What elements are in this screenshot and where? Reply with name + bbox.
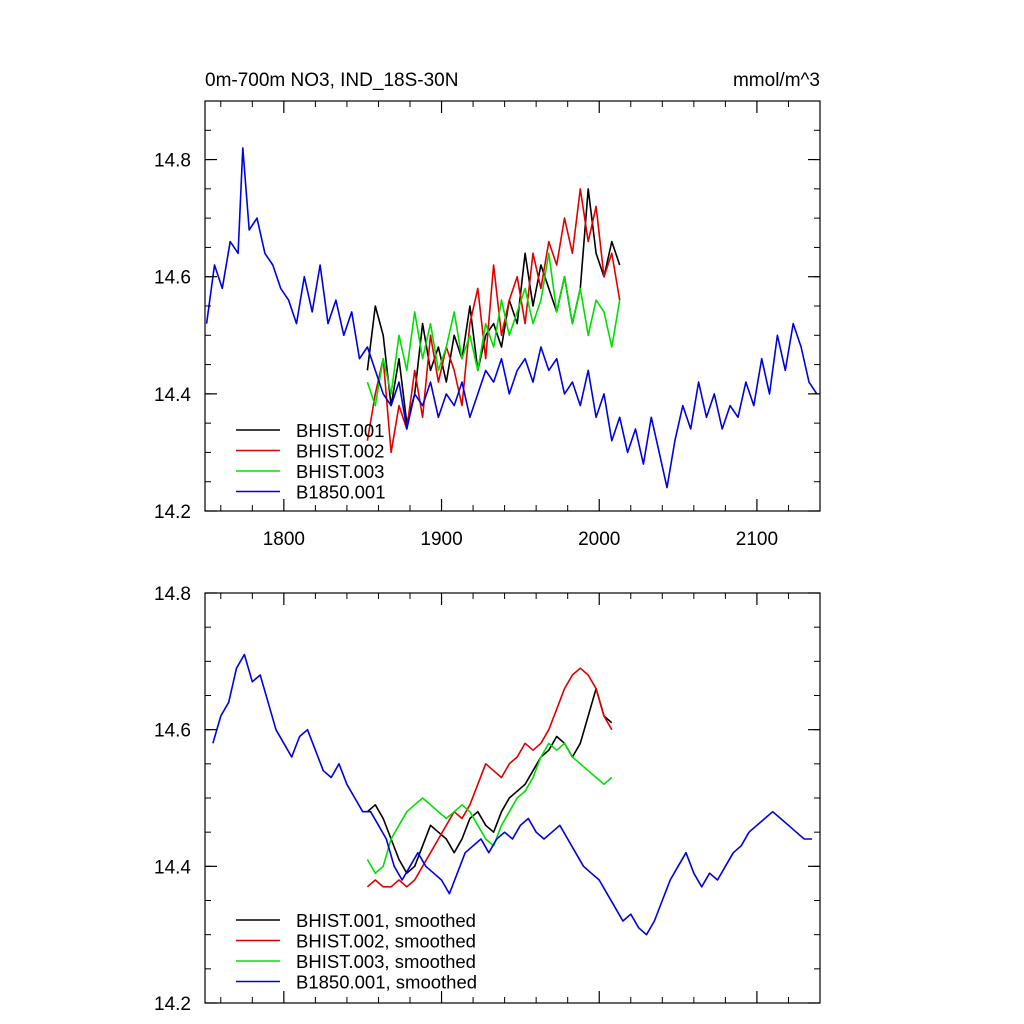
x-tick-label: 2100 — [736, 529, 778, 550]
legend-label: BHIST.001, smoothed — [296, 910, 476, 931]
x-tick-label: 1900 — [420, 529, 462, 550]
legend-label: B1850.001, smoothed — [296, 972, 477, 993]
y-tick-label: 14.4 — [154, 385, 191, 406]
y-tick-label: 14.6 — [154, 268, 191, 289]
x-tick-label: 2000 — [578, 529, 620, 550]
series-line-1 — [366, 687, 613, 875]
chart-units: mmol/m^3 — [733, 70, 820, 91]
y-tick-label: 14.8 — [154, 584, 191, 605]
legend-label: BHIST.001 — [296, 420, 384, 441]
legend-label: BHIST.003, smoothed — [296, 951, 476, 972]
chart-title-left: 0m-700m NO3, IND_18S-30N — [205, 70, 458, 91]
legend-label: BHIST.003 — [296, 461, 384, 482]
y-tick-label: 14.2 — [154, 502, 191, 523]
series-line-2 — [366, 667, 613, 888]
series-line-4 — [212, 653, 813, 936]
top-panel: 14.2 14.4 14.6 14.8 1800 1900 2000 2100 BHIST.00… — [154, 100, 821, 550]
legend-label: BHIST.002, smoothed — [296, 931, 476, 952]
y-tick-label: 14.6 — [154, 721, 191, 742]
y-tick-label: 14.8 — [154, 151, 191, 172]
x-tick-label: 1800 — [263, 529, 305, 550]
y-tick-label: 14.4 — [154, 857, 191, 878]
series-line-3 — [366, 742, 613, 875]
y-tick-label: 14.2 — [154, 994, 191, 1015]
legend-label: BHIST.002 — [296, 441, 384, 462]
series-line-1 — [366, 188, 621, 424]
series-line-3 — [366, 252, 621, 407]
series-line-4 — [205, 147, 818, 489]
series-line-2 — [366, 188, 621, 454]
legend-label: B1850.001 — [296, 482, 386, 503]
